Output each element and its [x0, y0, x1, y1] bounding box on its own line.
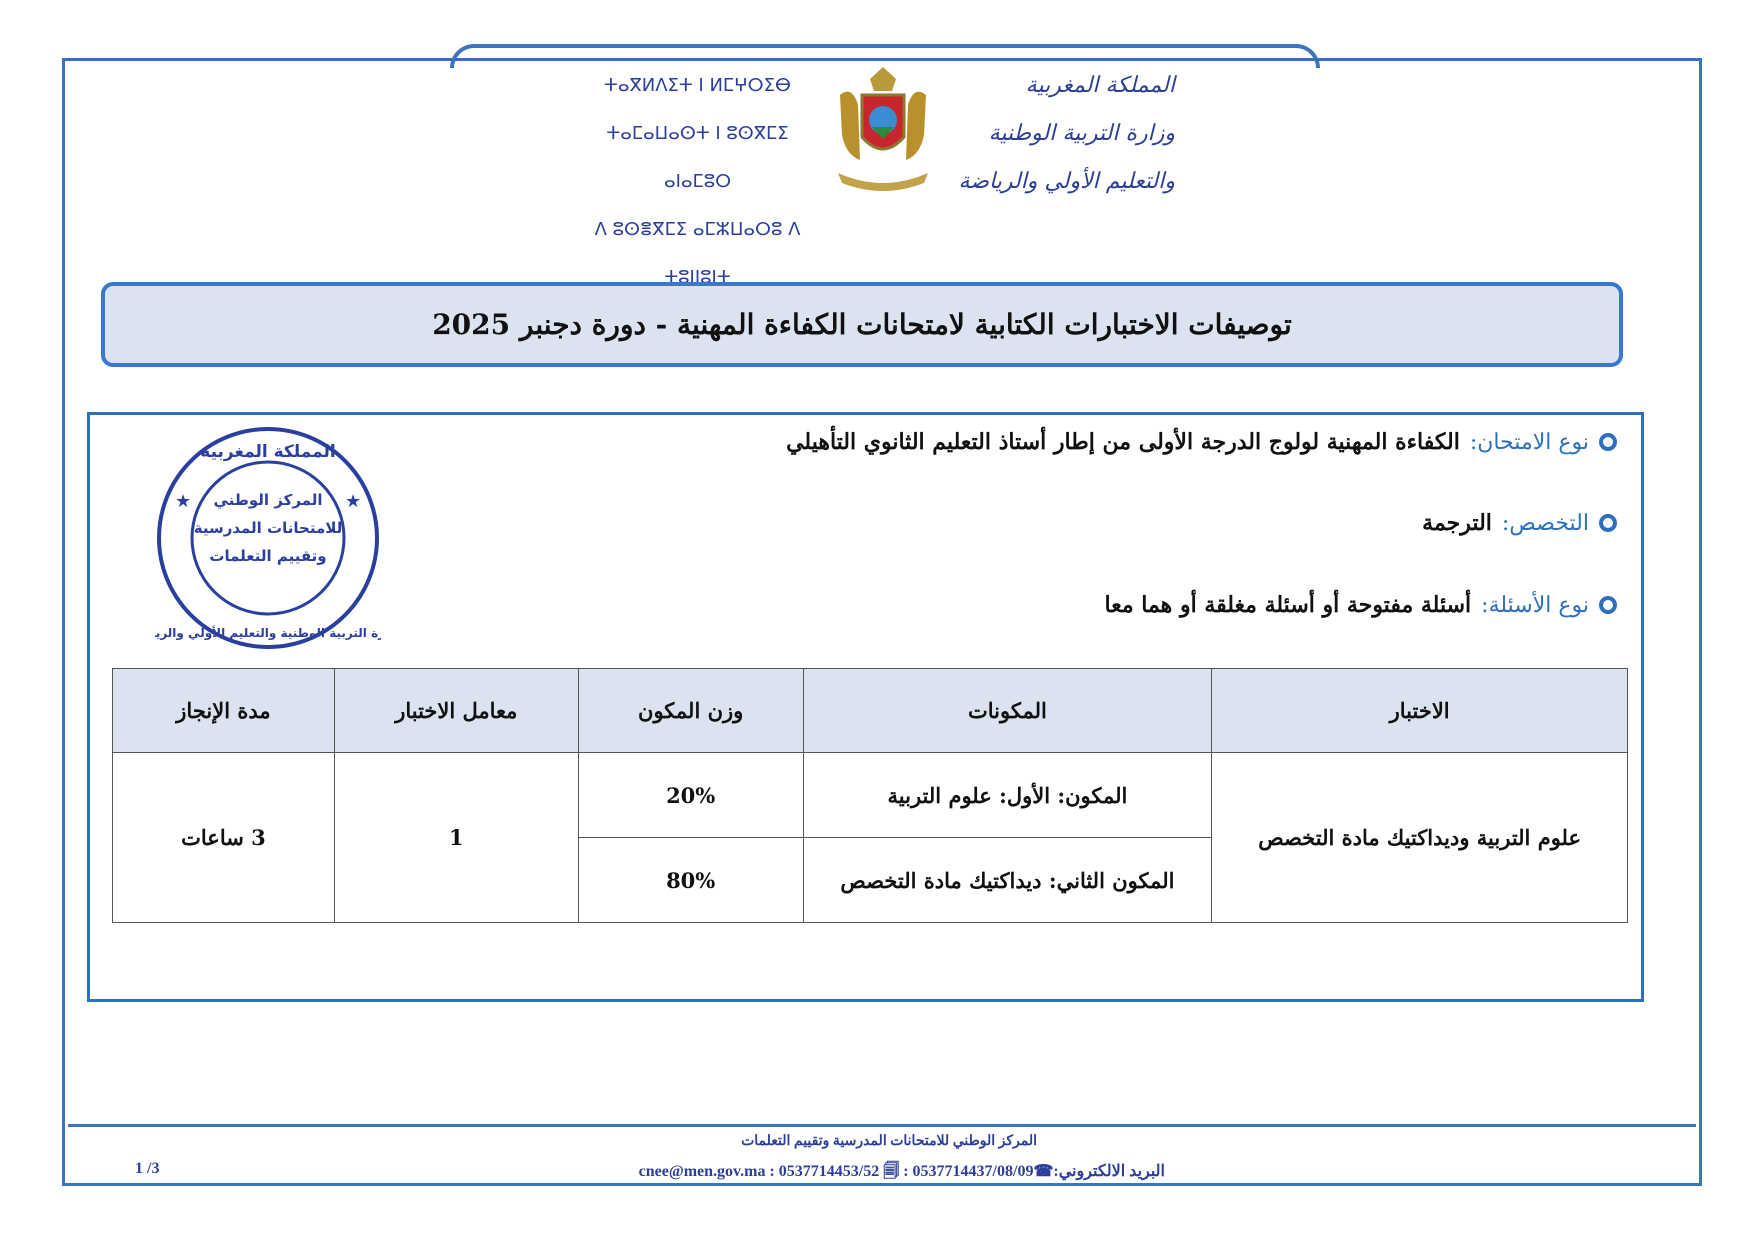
col-header-exam: الاختبار	[1211, 668, 1628, 753]
ministry-name-2: والتعليم الأولي والرياضة	[958, 169, 1175, 194]
info-specialty: التخصص: الترجمة	[1422, 510, 1617, 536]
svg-text:المملكة المغربية: المملكة المغربية	[200, 442, 335, 462]
tifinagh-line: ⵜⴰⴳⵍⴷⵉⵜ ⵏ ⵍⵎⵖⵔⵉⴱ	[604, 75, 791, 96]
col-header-coefficient: معامل الاختبار	[333, 668, 579, 753]
cell-duration: 3 ساعات	[112, 752, 335, 923]
svg-text:★: ★	[175, 491, 191, 512]
ministry-name-1: وزارة التربية الوطنية	[988, 121, 1175, 146]
svg-text:وزارة التربية الوطنية والتعليم: وزارة التربية الوطنية والتعليم الأولي وا…	[155, 625, 381, 641]
page-number: 1 /3	[135, 1160, 160, 1177]
official-stamp: ★ ★ المملكة المغربية المركز الوطني للامت…	[155, 427, 381, 649]
exam-table: الاختبار المكونات وزن المكون معامل الاخت…	[112, 668, 1628, 923]
info-label: نوع الامتحان:	[1469, 429, 1589, 455]
header-arabic: المملكة المغربية وزارة التربية الوطنية و…	[959, 62, 1175, 206]
col-header-weight: وزن المكون	[577, 668, 804, 753]
info-label: التخصص:	[1501, 510, 1589, 536]
header-tifinagh: ⵜⴰⴳⵍⴷⵉⵜ ⵏ ⵍⵎⵖⵔⵉⴱ ⵜⴰⵎⴰⵡⴰⵙⵜ ⵏ ⵓⵙⴳⵎⵉ ⴰⵏⴰⵎⵓⵔ…	[590, 62, 805, 302]
cell-component: المكون الثاني: ديداكتيك مادة التخصص	[802, 837, 1213, 923]
info-value: أسئلة مفتوحة أو أسئلة مغلقة أو هما معا	[1104, 592, 1472, 618]
cell-coefficient: 1	[333, 752, 579, 923]
svg-text:★: ★	[345, 491, 361, 512]
footer-divider	[68, 1124, 1696, 1127]
table-row: علوم التربية وديداكتيك مادة التخصص المكو…	[112, 752, 1628, 923]
footer-org: المركز الوطني للامتحانات المدرسية وتقييم…	[741, 1134, 1037, 1149]
col-header-duration: مدة الإنجاز	[112, 668, 335, 753]
info-value: الكفاءة المهنية لولوج الدرجة الأولى من إ…	[786, 429, 1460, 455]
circle-bullet-icon	[1599, 433, 1617, 451]
exam-spec-section: نوع الامتحان: الكفاءة المهنية لولوج الدر…	[87, 412, 1644, 1002]
info-exam-type: نوع الامتحان: الكفاءة المهنية لولوج الدر…	[786, 429, 1617, 455]
info-value: الترجمة	[1422, 510, 1492, 536]
circle-bullet-icon	[1599, 596, 1617, 614]
page-frame	[62, 58, 1702, 1186]
info-question-type: نوع الأسئلة: أسئلة مفتوحة أو أسئلة مغلقة…	[1104, 592, 1617, 618]
circle-bullet-icon	[1599, 514, 1617, 532]
svg-text:وتقييم التعلمات: وتقييم التعلمات	[209, 547, 326, 565]
info-label: نوع الأسئلة:	[1481, 592, 1589, 618]
cell-exam: علوم التربية وديداكتيك مادة التخصص	[1211, 752, 1628, 923]
cell-weight: 80%	[577, 837, 804, 923]
cell-weight: 20%	[577, 752, 804, 838]
page-title: توصيفات الاختبارات الكتابية لامتحانات ال…	[101, 282, 1623, 367]
kingdom-name: المملكة المغربية	[1025, 73, 1175, 98]
tifinagh-line: ⵜⴰⵎⴰⵡⴰⵙⵜ ⵏ ⵓⵙⴳⵎⵉ ⴰⵏⴰⵎⵓⵔ	[606, 123, 789, 192]
coat-of-arms-logo	[838, 67, 928, 191]
svg-text:المركز الوطني: المركز الوطني	[213, 491, 322, 509]
page-title-text: توصيفات الاختبارات الكتابية لامتحانات ال…	[432, 308, 1292, 341]
header-tab-border	[450, 44, 1320, 68]
table-row: المكون الثاني: ديداكتيك مادة التخصص 80%	[113, 837, 1628, 923]
svg-text:للامتحانات المدرسية: للامتحانات المدرسية	[194, 519, 343, 537]
footer-contact: البريد الالكتروني:☎cnee@men.gov.ma : 053…	[638, 1163, 1165, 1180]
cell-component: المكون: الأول: علوم التربية	[802, 752, 1213, 838]
table-header-row: الاختبار المكونات وزن المكون معامل الاخت…	[112, 668, 1628, 753]
col-header-components: المكونات	[802, 668, 1213, 753]
